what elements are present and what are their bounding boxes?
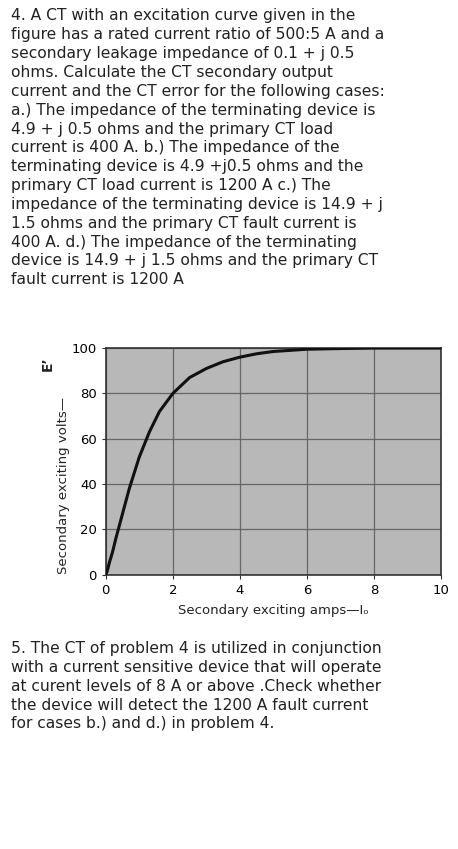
Text: Secondary exciting volts—: Secondary exciting volts— [57, 397, 70, 574]
Text: 4. A CT with an excitation curve given in the
figure has a rated current ratio o: 4. A CT with an excitation curve given i… [11, 8, 385, 287]
Text: E’: E’ [41, 357, 55, 371]
Text: 5. The CT of problem 4 is utilized in conjunction
with a current sensitive devic: 5. The CT of problem 4 is utilized in co… [11, 641, 382, 731]
X-axis label: Secondary exciting amps—Iₒ: Secondary exciting amps—Iₒ [178, 604, 369, 616]
